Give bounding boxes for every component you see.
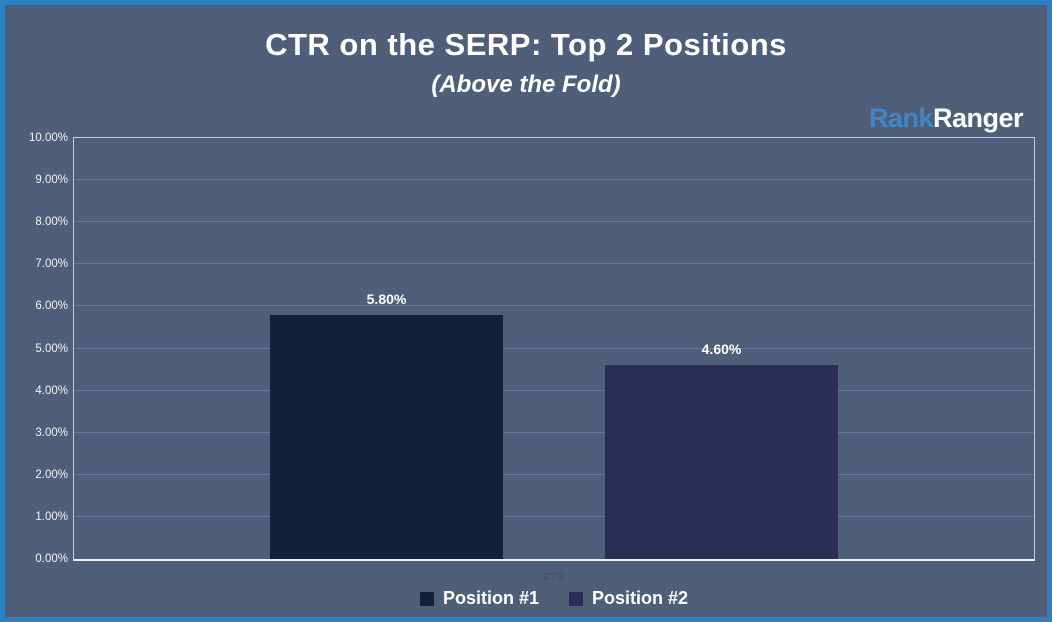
- y-axis-tick-label: 7.00%: [35, 258, 68, 271]
- gridline: [74, 347, 1034, 349]
- y-axis-tick-label: 5.00%: [35, 342, 68, 355]
- legend-label: Position #2: [592, 588, 689, 608]
- y-axis-labels: 0.00% 1.00% 2.00% 3.00% 4.00% 5.00% 6.00% 7.00%…: [5, 132, 68, 565]
- legend: Position #1 Position #2: [73, 588, 1035, 609]
- logo-ranger-text: Ranger: [932, 103, 1024, 133]
- x-axis-label: CTR: [543, 571, 565, 583]
- gridline: [74, 179, 1034, 181]
- y-axis-tick-label: 1.00%: [35, 510, 68, 523]
- y-axis-tick-label: 10.00%: [28, 132, 68, 144]
- gridline: [74, 515, 1034, 517]
- gridline: [74, 221, 1034, 223]
- y-axis-tick-label: 0.00%: [35, 553, 68, 565]
- y-axis-tick-label: 9.00%: [35, 174, 68, 187]
- gridline: [74, 263, 1034, 265]
- y-axis-tick-label: 2.00%: [35, 468, 68, 481]
- plot-area: 5.80% 4.60%: [73, 137, 1035, 561]
- legend-swatch-icon: [419, 591, 434, 606]
- y-axis-tick-label: 4.00%: [35, 384, 68, 397]
- bar-value-label: 4.60%: [701, 341, 742, 357]
- bar-position-1: [270, 315, 503, 559]
- legend-item-position-2: Position #2: [569, 588, 688, 609]
- legend-label: Position #1: [442, 588, 539, 608]
- bar-position-2: [605, 365, 838, 559]
- gridline: [74, 473, 1034, 475]
- logo-rank-text: Rank: [868, 103, 934, 133]
- legend-swatch-icon: [569, 591, 583, 606]
- y-axis-tick-label: 6.00%: [35, 300, 68, 313]
- gridline: [74, 389, 1034, 391]
- y-axis-tick-label: 3.00%: [35, 426, 68, 439]
- page-title: CTR on the SERP: Top 2 Positions: [265, 27, 787, 62]
- gridline: [74, 431, 1034, 433]
- rankranger-logo: RankRanger: [868, 103, 1024, 134]
- page-subtitle: (Above the Fold): [431, 71, 621, 98]
- bar-value-label: 5.80%: [366, 291, 407, 307]
- y-axis-tick-label: 8.00%: [35, 216, 68, 229]
- legend-item-position-1: Position #1: [419, 588, 539, 609]
- gridline: [74, 305, 1034, 307]
